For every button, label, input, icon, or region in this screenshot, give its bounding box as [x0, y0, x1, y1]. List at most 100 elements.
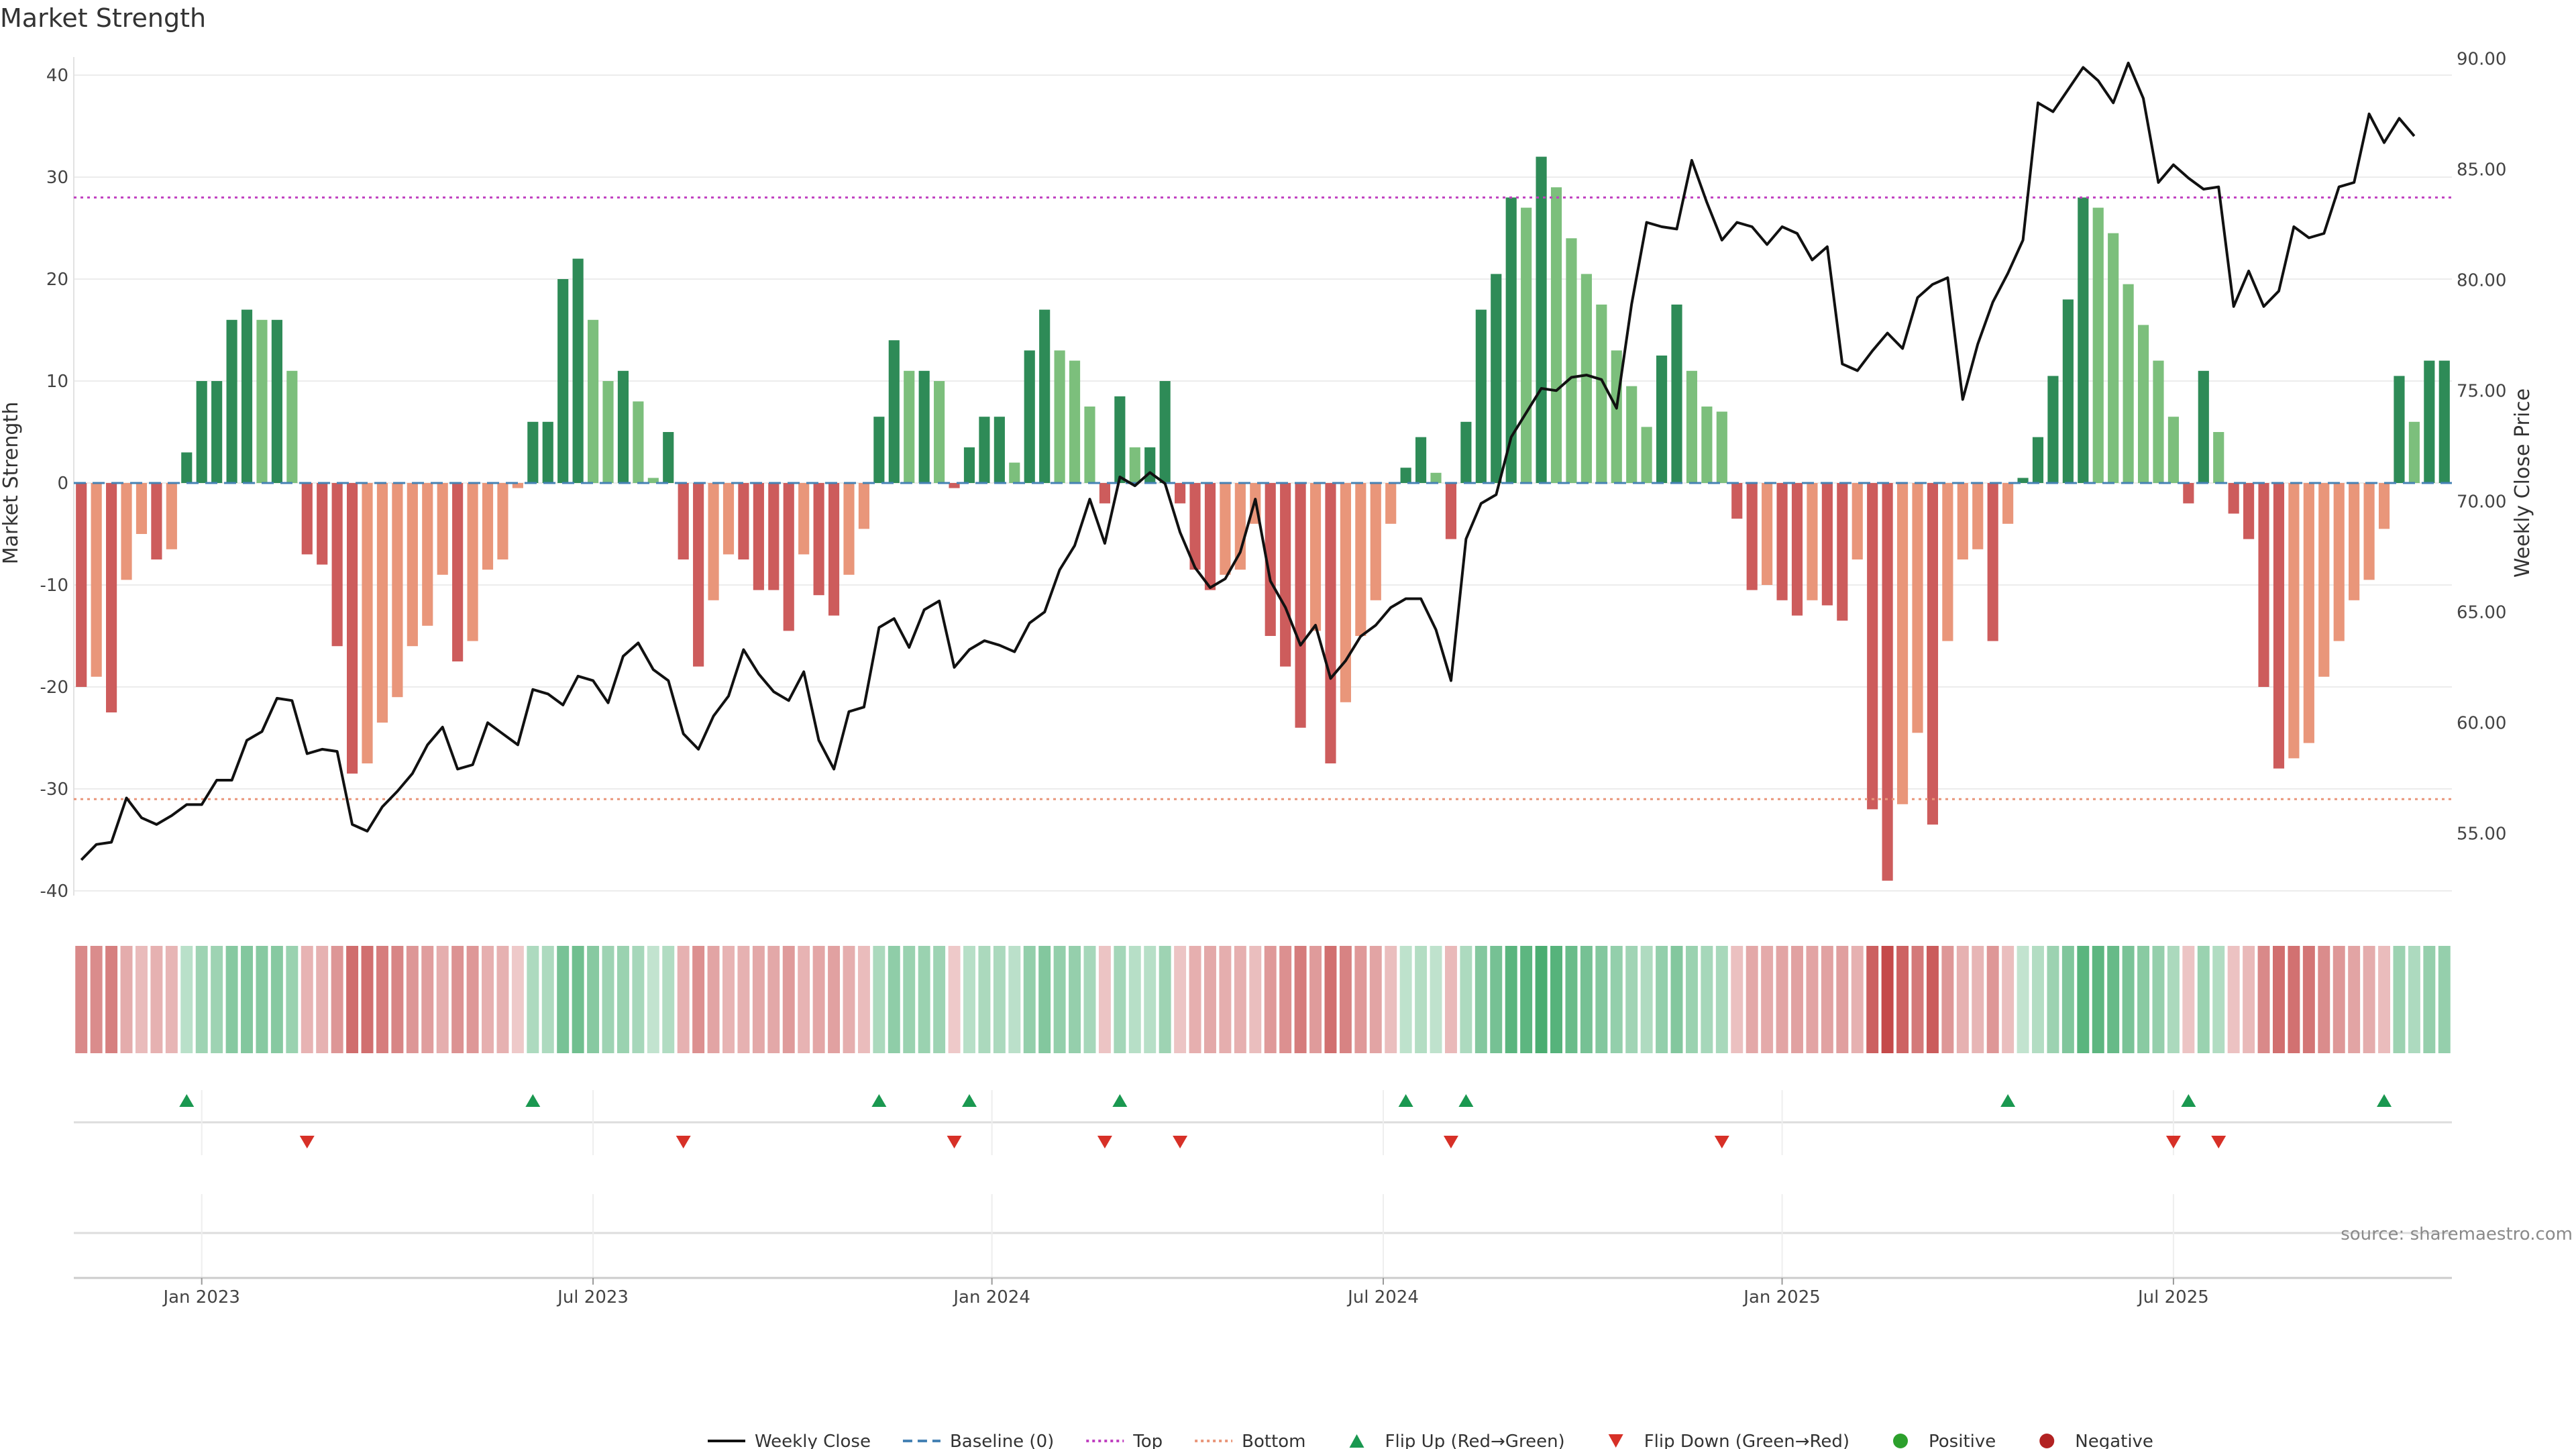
strength-bar [1445, 483, 1457, 539]
heat-cell [466, 946, 479, 1053]
strength-bar [1415, 437, 1427, 483]
heat-cell [1354, 946, 1367, 1053]
strength-bar [1972, 483, 1984, 549]
heat-cell [2032, 946, 2044, 1053]
strength-bar [693, 483, 704, 667]
heat-cell [767, 946, 780, 1053]
strength-bar [1762, 483, 1773, 585]
legend-item: Negative [2039, 1432, 2153, 1449]
strength-bar [647, 478, 659, 483]
heat-cell [1415, 946, 1428, 1053]
strength-bar [1626, 386, 1638, 483]
heat-cell [1746, 946, 1758, 1053]
strength-bar [2288, 483, 2300, 759]
heat-cell [346, 946, 359, 1053]
strength-bar [226, 319, 237, 483]
heat-cell [557, 946, 570, 1053]
strength-bar [979, 417, 990, 483]
heat-cell [782, 946, 795, 1053]
heat-cell [1369, 946, 1382, 1053]
heat-cell [105, 946, 118, 1053]
strength-bar [963, 447, 975, 483]
heat-cell [2047, 946, 2059, 1053]
strength-bar [256, 319, 268, 483]
strength-bar [1114, 396, 1126, 483]
strength-bar [633, 401, 644, 483]
heat-cell [1023, 946, 1036, 1053]
strength-bar [1039, 309, 1051, 483]
date-axis: Jan 2023 Jul 2023 Jan 2024 Jul 2024 Jan 2025… [74, 1277, 2452, 1307]
strength-bar [2062, 299, 2074, 483]
strength-bar [1355, 483, 1366, 636]
right-tick-label: 90.00 [2457, 49, 2506, 69]
left-tick-label: -20 [40, 678, 68, 698]
strength-bar [828, 483, 840, 616]
legend-item: Baseline (0) [902, 1432, 1054, 1449]
heat-cell [135, 946, 148, 1053]
strength-bar [1175, 483, 1186, 504]
legend-item: Top [1086, 1432, 1163, 1449]
strength-bar [2424, 360, 2435, 483]
heat-cell [1053, 946, 1066, 1053]
strength-bar [2438, 360, 2450, 483]
right-tick-label: 80.00 [2457, 270, 2506, 290]
heat-cell [331, 946, 343, 1053]
heat-cell [256, 946, 268, 1053]
strength-bar [1837, 483, 1848, 621]
strength-bar [1234, 483, 1246, 570]
strength-bar [1265, 483, 1276, 636]
strength-bar [2078, 197, 2089, 483]
strength-bar [708, 483, 719, 600]
flip-down-marker [947, 1136, 962, 1148]
heat-cell [2288, 946, 2300, 1053]
heat-cell [903, 946, 916, 1053]
heat-cell [2002, 946, 2015, 1053]
legend-swatch-flip-up [1349, 1434, 1364, 1448]
strength-bar [1325, 483, 1336, 763]
flip-down-marker [1173, 1136, 1188, 1148]
heat-cell [918, 946, 930, 1053]
strength-bar [286, 370, 298, 483]
heat-cell [1715, 946, 1728, 1053]
legend-label: Negative [2075, 1432, 2153, 1449]
heat-cell [496, 946, 509, 1053]
heat-cell [2393, 946, 2406, 1053]
strength-bar [1204, 483, 1216, 590]
heat-cell [1776, 946, 1788, 1053]
legend-swatch-flip-down [1608, 1434, 1623, 1448]
heat-cell [2257, 946, 2270, 1053]
strength-bar [1129, 447, 1140, 483]
heat-cell [1896, 946, 1909, 1053]
legend-item: Bottom [1195, 1432, 1306, 1449]
heat-cell [270, 946, 283, 1053]
flip-up-marker [1112, 1094, 1128, 1107]
heat-cell [2227, 946, 2240, 1053]
heat-cell [211, 946, 223, 1053]
strength-bar [2333, 483, 2345, 641]
strength-bars [76, 156, 2450, 881]
strength-bar [1309, 483, 1322, 631]
strength-bar [2243, 483, 2255, 539]
date-tick-label: Jan 2024 [952, 1287, 1030, 1307]
strength-bar [1159, 381, 1171, 483]
right-axis-label: Weekly Close Price [2511, 388, 2534, 578]
heat-cell [1956, 946, 1969, 1053]
strength-bar [482, 483, 494, 570]
flip-down-marker [1714, 1136, 1729, 1148]
strength-bar [2408, 421, 2420, 483]
heat-cell [1474, 946, 1487, 1053]
heat-cell [301, 946, 313, 1053]
right-tick-label: 75.00 [2457, 381, 2506, 401]
strength-bar [347, 483, 358, 774]
strength-bar [181, 452, 193, 483]
strength-bar [798, 483, 810, 555]
right-tick-label: 70.00 [2457, 492, 2506, 512]
strength-bar [91, 483, 102, 677]
heat-cell [527, 946, 539, 1053]
strength-bar [1491, 274, 1502, 483]
heat-cell [1264, 946, 1277, 1053]
heat-cell [1174, 946, 1187, 1053]
heat-cell [843, 946, 855, 1053]
heat-cell [1535, 946, 1548, 1053]
strength-bar [2137, 325, 2149, 483]
